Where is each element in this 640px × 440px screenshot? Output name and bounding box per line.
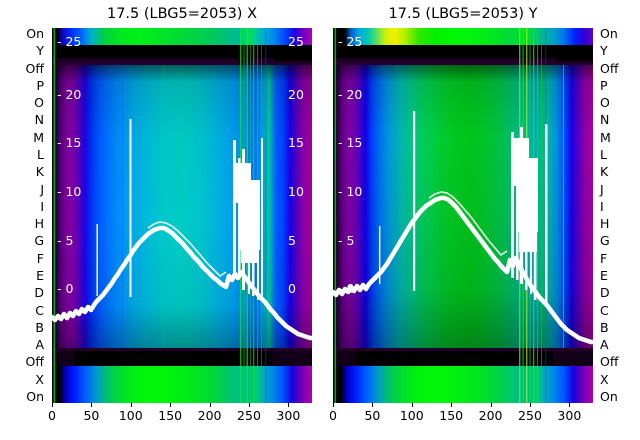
category-tick-left: L <box>37 147 44 162</box>
category-tick-left: E <box>36 268 44 283</box>
x-tick-panel-x-mark <box>248 403 250 407</box>
x-tick-panel-y-mark <box>411 403 413 407</box>
x-tick-panel-y-mark <box>333 403 334 407</box>
category-axis-left: On Y Off P O N M L K J I H G F E D C B A Off X On <box>2 26 48 404</box>
category-tick-right: Y <box>600 43 608 59</box>
x-tick-panel-y: 0 <box>329 408 337 423</box>
x-tick-panel-x: 200 <box>197 408 222 423</box>
category-tick-right: F <box>600 250 608 266</box>
heatmap-panel-y[interactable] <box>333 28 593 403</box>
category-tick-right: P <box>600 77 608 93</box>
category-tick-left: B <box>35 319 44 335</box>
category-tick-right: On <box>600 389 618 404</box>
category-tick-right: J <box>600 181 604 197</box>
overlay-trace-x <box>52 119 312 341</box>
x-tick-panel-y-mark <box>569 403 571 407</box>
category-tick-left: D <box>34 285 44 301</box>
category-tick-left: H <box>34 216 44 232</box>
x-tick-panel-y: 50 <box>364 408 381 423</box>
x-tick-panel-x: 300 <box>276 408 301 423</box>
x-tick-panel-x-mark <box>52 403 53 407</box>
x-axis-panel-y: 0 50 100 150 200 250 300 <box>329 403 593 437</box>
category-tick-left: A <box>35 337 44 353</box>
category-tick-left: On <box>26 26 44 41</box>
category-tick-left: F <box>36 250 44 266</box>
category-tick-left: C <box>35 302 44 318</box>
heatmap-panel-x[interactable] <box>52 28 312 403</box>
category-tick-left: J <box>40 181 44 197</box>
category-tick-right: M <box>600 129 611 145</box>
x-axis-panel-x: 0 50 100 150 200 250 300 <box>48 403 312 437</box>
x-tick-panel-y: 250 <box>518 408 542 423</box>
x-tick-panel-x-mark <box>288 403 290 407</box>
x-tick-panel-y: 150 <box>439 408 464 423</box>
category-tick-right: C <box>600 302 609 318</box>
category-tick-left: K <box>35 164 44 180</box>
category-tick-left: M <box>33 129 44 145</box>
category-tick-right: Off <box>600 354 619 370</box>
category-tick-left: X <box>35 371 44 387</box>
category-tick-right: H <box>600 216 610 232</box>
x-tick-panel-x: 0 <box>48 408 56 423</box>
x-tick-panel-y-mark <box>529 403 531 407</box>
x-tick-panel-x-mark <box>170 403 172 407</box>
x-tick-panel-y-mark <box>490 403 492 407</box>
category-tick-left: P <box>36 77 44 93</box>
category-tick-left: O <box>34 95 44 111</box>
category-tick-right: On <box>600 26 618 41</box>
x-tick-panel-y: 300 <box>557 408 582 423</box>
category-tick-right: K <box>600 164 609 180</box>
x-tick-panel-x-mark <box>209 403 211 407</box>
category-tick-left: Y <box>36 43 44 59</box>
x-tick-panel-x: 250 <box>237 408 261 423</box>
category-tick-right: N <box>600 112 610 128</box>
category-tick-right: L <box>600 147 607 162</box>
category-tick-right: A <box>600 337 609 353</box>
x-tick-panel-x-mark <box>91 403 93 407</box>
category-tick-right: E <box>600 268 608 283</box>
heatmap-image-y <box>333 28 593 403</box>
category-tick-left: G <box>34 233 44 249</box>
x-tick-panel-x-mark <box>130 403 132 407</box>
category-tick-left: On <box>26 389 44 404</box>
category-tick-right: Off <box>600 60 619 76</box>
category-tick-right: X <box>600 371 609 387</box>
x-tick-panel-y-mark <box>372 403 374 407</box>
x-tick-panel-y: 200 <box>478 408 503 423</box>
x-tick-panel-y: 100 <box>399 408 424 423</box>
category-tick-left: N <box>34 112 44 128</box>
x-tick-panel-x: 100 <box>118 408 143 423</box>
category-tick-left: I <box>40 198 44 214</box>
x-tick-panel-x: 150 <box>158 408 183 423</box>
category-tick-right: B <box>600 319 609 335</box>
category-tick-right: I <box>600 198 604 214</box>
category-tick-right: D <box>600 285 610 301</box>
category-tick-right: G <box>600 233 610 249</box>
category-axis-right: On Y Off P O N M L K J I H G F E D C B A Off X On <box>596 26 640 404</box>
x-tick-panel-x: 50 <box>83 408 100 423</box>
overlay-trace-y <box>333 111 593 345</box>
category-tick-left: Off <box>25 60 44 76</box>
x-tick-panel-y-mark <box>451 403 453 407</box>
category-tick-right: O <box>600 95 610 111</box>
category-tick-left: Off <box>25 354 44 370</box>
heatmap-image-x <box>52 28 312 403</box>
panel-title-x: 17.5 (LBG5=2053) X <box>106 6 258 22</box>
panel-title-y: 17.5 (LBG5=2053) Y <box>388 6 538 22</box>
